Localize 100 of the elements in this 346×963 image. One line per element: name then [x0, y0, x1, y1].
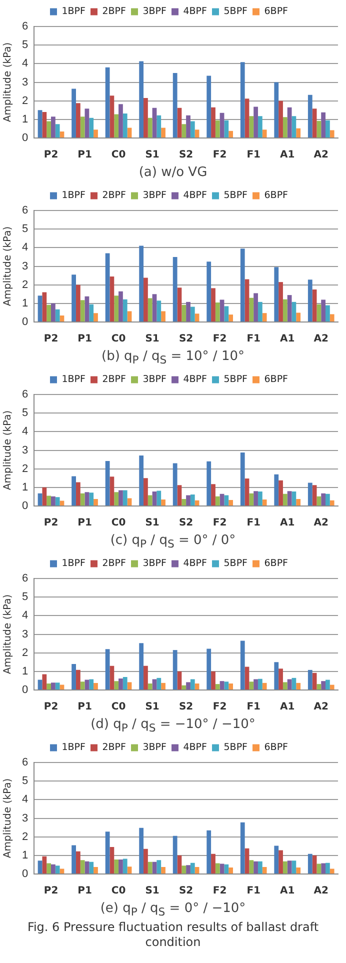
bar	[244, 848, 250, 874]
bar	[211, 671, 216, 690]
bar	[186, 682, 190, 690]
bar	[308, 482, 312, 506]
bar	[38, 493, 42, 506]
bar	[228, 314, 233, 322]
bar	[177, 108, 182, 138]
bar	[321, 681, 326, 690]
bar	[156, 115, 162, 138]
bar	[316, 120, 322, 138]
y-axis-title: Amplitude (kPa)	[2, 594, 14, 674]
x-tick-label: A1	[280, 518, 295, 529]
bar	[274, 82, 279, 138]
bar	[105, 832, 110, 874]
bar	[84, 108, 90, 138]
bar	[161, 682, 166, 690]
bar	[148, 118, 152, 138]
bar	[105, 253, 110, 322]
bar	[161, 499, 166, 506]
x-tick-label: F1	[246, 334, 261, 345]
bar	[211, 484, 216, 506]
bar	[182, 124, 186, 138]
bar	[76, 103, 80, 138]
bar	[114, 296, 119, 322]
x-tick-label: S1	[145, 886, 160, 897]
y-tick-label: 0	[22, 684, 28, 696]
bar	[60, 315, 64, 322]
bar	[182, 866, 186, 874]
x-tick-label: P2	[44, 702, 58, 713]
legend-label: 2BPF	[102, 742, 126, 754]
bar	[177, 671, 182, 690]
bar	[51, 116, 56, 138]
y-tick-label: 1	[22, 849, 28, 862]
y-tick-label: 5	[22, 775, 28, 788]
x-tick-label: P2	[44, 150, 58, 161]
bar	[282, 299, 288, 322]
bar	[224, 306, 229, 322]
x-tick-label: S2	[178, 150, 194, 161]
x-tick-label: S2	[178, 702, 194, 713]
y-tick-label: 6	[22, 572, 28, 585]
x-tick-label: P1	[78, 150, 92, 161]
bar	[220, 112, 224, 138]
y-tick-label: 0	[22, 500, 28, 512]
bar	[258, 678, 262, 690]
x-tick-label: P1	[78, 886, 92, 897]
bar	[51, 303, 56, 322]
bar	[94, 130, 98, 138]
bar	[72, 845, 76, 874]
x-tick-label: F2	[212, 518, 227, 529]
y-tick-label: 2	[22, 830, 28, 843]
x-tick-label: F2	[212, 334, 227, 345]
bar	[177, 485, 182, 506]
bar	[254, 679, 258, 690]
bar	[194, 683, 200, 690]
x-tick-label: A2	[314, 334, 329, 345]
bar	[144, 98, 148, 138]
text: (a) w/o VG	[138, 164, 208, 182]
bar	[249, 116, 254, 138]
y-tick-label: 2	[22, 278, 28, 291]
bar	[110, 476, 114, 506]
x-tick-label: S2	[178, 334, 194, 345]
y-tick-label: 3	[22, 260, 28, 272]
bar	[287, 107, 292, 138]
y-tick-label: 5	[22, 39, 28, 52]
bar	[292, 492, 296, 506]
legend-label: 5BPF	[224, 374, 248, 386]
bar	[316, 684, 322, 690]
x-tick-label: F2	[212, 702, 227, 713]
bar	[89, 118, 94, 138]
x-tick-label: A2	[314, 702, 329, 713]
x-tick-label: C0	[111, 518, 126, 529]
legend-label: 3BPF	[142, 558, 167, 570]
bar	[330, 500, 334, 506]
bar	[80, 860, 85, 874]
bar	[211, 107, 216, 138]
bar	[330, 868, 334, 874]
bar	[46, 496, 51, 506]
bar	[89, 679, 94, 690]
bar	[321, 493, 326, 506]
y-tick-label: 0	[22, 868, 28, 880]
bar	[127, 498, 132, 506]
bar	[114, 114, 119, 138]
x-tick-label: C0	[111, 334, 126, 345]
bar	[240, 640, 245, 690]
bar	[296, 867, 301, 874]
x-tick-label: S2	[178, 518, 194, 529]
bar	[139, 246, 144, 322]
bar	[262, 866, 267, 874]
legend-label: 5BPF	[224, 190, 248, 202]
x-tick-label: S1	[145, 334, 160, 345]
bar	[152, 679, 157, 690]
bar	[262, 313, 267, 322]
bar	[278, 282, 283, 322]
bar	[326, 120, 330, 138]
bar	[55, 309, 60, 322]
y-tick-label: 6	[22, 204, 28, 217]
bar	[122, 858, 128, 874]
bar	[152, 108, 157, 138]
bar	[118, 678, 123, 690]
bar	[94, 498, 98, 506]
